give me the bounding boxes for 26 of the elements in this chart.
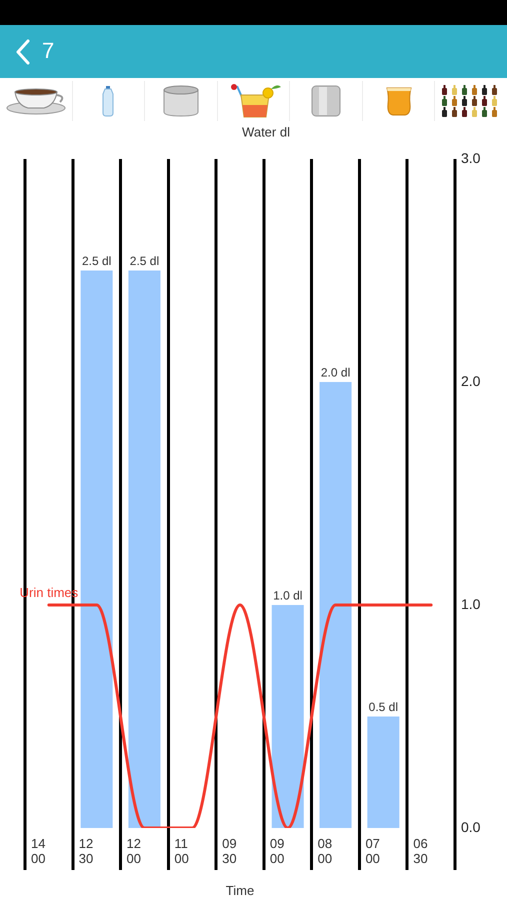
- data-label: 2.5 dl: [130, 254, 160, 268]
- bar: [320, 382, 352, 828]
- data-label: 2.0 dl: [320, 365, 350, 380]
- x-tick-label: 12 30: [78, 836, 94, 866]
- x-tick-label: 07 00: [365, 836, 380, 866]
- bar: [272, 605, 304, 828]
- y-tick-label: 3.0: [461, 150, 481, 166]
- x-tick-label: 09 00: [270, 836, 284, 866]
- data-label: 2.5 dl: [82, 254, 112, 268]
- x-tick-label: 11 00: [174, 836, 189, 866]
- data-label: 1.0 dl: [273, 588, 302, 602]
- bar: [80, 270, 113, 828]
- y-tick-label: 2.0: [461, 372, 481, 389]
- x-tick-label: 14 00: [31, 836, 46, 866]
- x-tick-label: 06 30: [413, 836, 428, 866]
- bar: [367, 716, 400, 828]
- chart-title: Water dl: [242, 124, 290, 140]
- x-tick-label: 12 00: [126, 836, 142, 866]
- bar: [128, 270, 160, 828]
- header-bar: 7: [0, 25, 507, 78]
- y-tick-label: 0.0: [461, 818, 481, 835]
- x-tick-label: 08 00: [318, 836, 332, 866]
- data-label: 0.5 dl: [368, 700, 398, 714]
- x-tick-label: 09 30: [222, 836, 237, 866]
- x-axis-title: Time: [226, 882, 254, 898]
- y-tick-label: 1.0: [461, 596, 481, 612]
